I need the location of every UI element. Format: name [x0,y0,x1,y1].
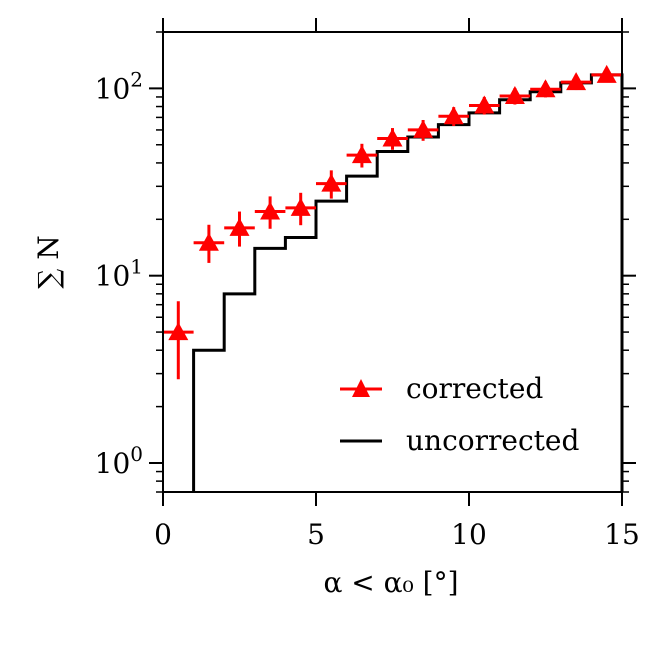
corrected-marker [351,145,372,164]
axes-layer [149,18,636,506]
x-tick-label: 15 [604,518,640,551]
corrected-point [285,192,316,226]
legend-corrected-marker [352,379,370,397]
corrected-marker [474,95,495,114]
y-axis-label: ∑ N [32,235,65,288]
corrected-point [560,72,592,91]
plot-border [162,31,623,493]
x-tick-label: 10 [451,518,487,551]
corrected-marker [260,201,281,220]
corrected-marker [290,197,311,216]
corrected-marker [443,106,464,125]
corrected-marker [535,79,556,98]
legend-corrected-label: corrected [406,372,543,405]
corrected-point [377,128,408,150]
corrected-series [163,64,622,380]
y-tick-label: 101 [95,255,143,293]
x-axis-label: α < α₀ [°] [323,566,458,599]
corrected-point [224,211,255,247]
corrected-point [530,79,561,98]
y-tick-label: 102 [95,67,143,105]
corrected-point [193,224,225,263]
corrected-point [346,143,378,168]
legend-uncorrected-label: uncorrected [406,424,579,457]
corrected-point [499,86,531,105]
legend-item-uncorrected: uncorrected [340,424,579,457]
corrected-marker [321,173,342,192]
corrected-point [316,170,347,199]
y-tick-label: 100 [95,442,143,480]
corrected-marker [596,64,617,83]
corrected-point [254,196,286,229]
legend: corrected uncorrected [340,372,579,457]
corrected-marker [168,322,189,341]
corrected-marker [198,232,219,251]
corrected-point [591,64,622,83]
corrected-marker [229,217,250,236]
plot-frame [162,31,623,493]
corrected-point [407,119,439,141]
x-tick-label: 5 [307,518,325,551]
x-tick-label: 0 [154,518,172,551]
legend-item-corrected: corrected [340,372,543,405]
corrected-point [163,301,194,380]
corrected-point [438,106,469,126]
corrected-marker [382,128,403,147]
corrected-marker [566,72,587,91]
corrected-point [469,95,500,115]
corrected-marker [413,119,434,138]
tick-labels: 0 5 10 15 100 101 102 [95,67,640,551]
corrected-marker [504,86,525,105]
